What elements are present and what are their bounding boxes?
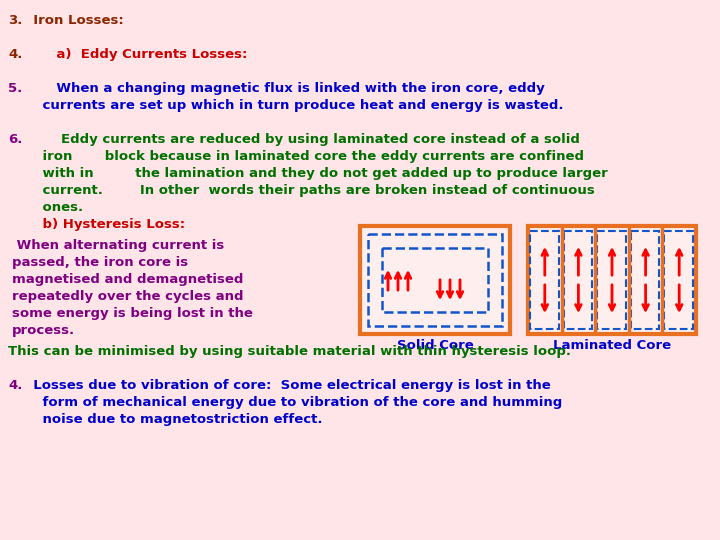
- Text: When a changing magnetic flux is linked with the iron core, eddy: When a changing magnetic flux is linked …: [24, 82, 545, 95]
- Text: some energy is being lost in the: some energy is being lost in the: [12, 307, 253, 320]
- Text: 4.: 4.: [8, 379, 22, 392]
- Text: a)  Eddy Currents Losses:: a) Eddy Currents Losses:: [24, 48, 248, 61]
- Text: 4.: 4.: [8, 48, 22, 61]
- Text: Solid Core: Solid Core: [397, 339, 473, 352]
- Text: This can be minimised by using suitable material with thin hysteresis loop.: This can be minimised by using suitable …: [8, 345, 571, 358]
- Bar: [368, 234, 502, 326]
- Bar: [564, 231, 593, 329]
- Text: 3.: 3.: [8, 14, 22, 27]
- Text: currents are set up which in turn produce heat and energy is wasted.: currents are set up which in turn produc…: [24, 99, 564, 112]
- Bar: [360, 226, 510, 334]
- Bar: [382, 248, 488, 312]
- Bar: [631, 231, 660, 329]
- Text: Eddy currents are reduced by using laminated core instead of a solid: Eddy currents are reduced by using lamin…: [24, 133, 580, 146]
- Bar: [597, 231, 626, 329]
- Text: b) Hysteresis Loss:: b) Hysteresis Loss:: [24, 218, 185, 231]
- Text: with in         the lamination and they do not get added up to produce larger: with in the lamination and they do not g…: [24, 167, 608, 180]
- Bar: [665, 231, 693, 329]
- Text: process.: process.: [12, 324, 75, 337]
- Text: Laminated Core: Laminated Core: [553, 339, 671, 352]
- Text: Iron Losses:: Iron Losses:: [24, 14, 124, 27]
- Text: magnetised and demagnetised: magnetised and demagnetised: [12, 273, 243, 286]
- Text: 6.: 6.: [8, 133, 22, 146]
- Text: When alternating current is: When alternating current is: [12, 239, 224, 252]
- Text: current.        In other  words their paths are broken instead of continuous: current. In other words their paths are …: [24, 184, 595, 197]
- Text: passed, the iron core is: passed, the iron core is: [12, 256, 188, 269]
- Text: noise due to magnetostriction effect.: noise due to magnetostriction effect.: [24, 413, 323, 426]
- Text: iron       block because in laminated core the eddy currents are confined: iron block because in laminated core the…: [24, 150, 584, 163]
- Text: form of mechanical energy due to vibration of the core and humming: form of mechanical energy due to vibrati…: [24, 396, 562, 409]
- Text: ones.: ones.: [24, 201, 83, 214]
- Text: Losses due to vibration of core:  Some electrical energy is lost in the: Losses due to vibration of core: Some el…: [24, 379, 551, 392]
- Text: 5.: 5.: [8, 82, 22, 95]
- Bar: [530, 231, 559, 329]
- Bar: [528, 226, 696, 334]
- Text: repeatedly over the cycles and: repeatedly over the cycles and: [12, 290, 243, 303]
